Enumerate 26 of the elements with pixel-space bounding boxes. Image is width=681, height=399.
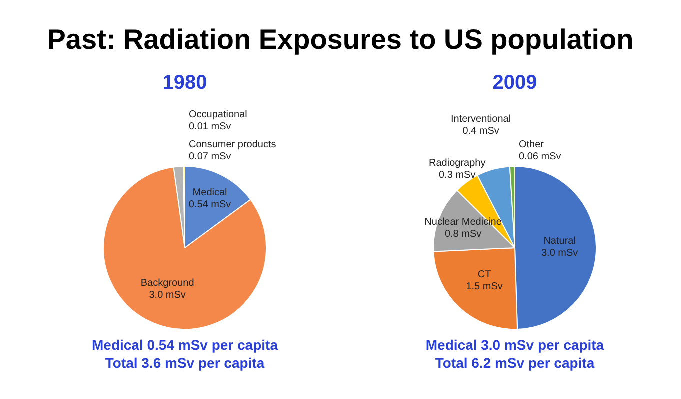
slice-label: Occupational — [189, 109, 248, 120]
slice-label: Radiography — [429, 158, 486, 170]
slice-label: Other — [519, 139, 545, 150]
chart-subtitle: 2009 — [492, 72, 538, 96]
data-label: 0.01 mSv — [189, 121, 232, 132]
slice-label: Background — [140, 278, 194, 290]
slice-label: CT — [478, 270, 492, 281]
slice-label: Natural — [544, 236, 576, 248]
slice-label: Consumer products — [189, 140, 276, 151]
data-label: 0.06 mSv — [519, 151, 562, 162]
text: Past: Radiation Exposures to US population — [46, 24, 635, 56]
slice-label: Interventional — [451, 114, 512, 125]
text: Medical 0.54 mSv per capita — [91, 336, 280, 354]
data-label: 0.54 mSv — [188, 199, 232, 210]
data-label: 0.3 mSv — [439, 170, 476, 182]
text: Medical 3.0 mSv per capita — [424, 336, 606, 354]
text: Total 3.6 mSv per capita — [104, 354, 266, 372]
slice-label: Medical — [192, 187, 228, 198]
data-label: 3.0 mSv — [541, 248, 578, 260]
chart-subtitle: 1980 — [162, 72, 208, 96]
data-label: 3.0 mSv — [149, 290, 186, 302]
data-label: 0.4 mSv — [462, 126, 500, 137]
text: Total 6.2 mSv per capita — [434, 354, 596, 372]
data-label: 0.07 mSv — [189, 152, 232, 163]
data-label: 0.8 mSv — [444, 228, 482, 240]
data-label: 1.5 mSv — [466, 282, 503, 293]
